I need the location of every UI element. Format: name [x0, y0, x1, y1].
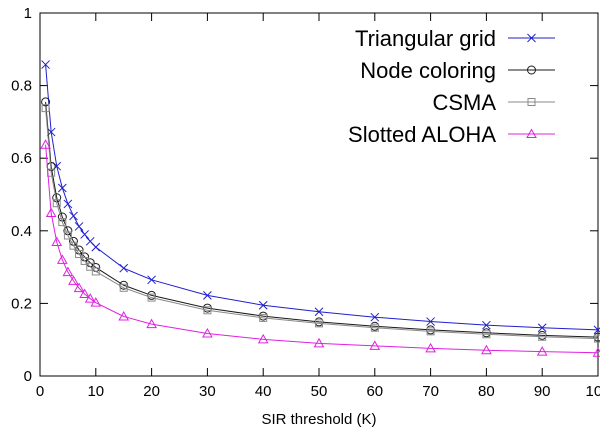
data-point-csma: [259, 313, 268, 322]
x-tick-label: 0: [36, 383, 44, 400]
data-point-slotted-aloha: [62, 266, 74, 277]
series-lines: [40, 60, 600, 357]
legend-entry-triangular-grid: Triangular grid: [355, 26, 555, 51]
data-point-triangular-grid: [41, 60, 50, 69]
legend: Triangular grid Node coloring CSMA Slotted …: [348, 26, 555, 147]
data-point-csma: [426, 327, 435, 336]
legend-label: Triangular grid: [355, 26, 496, 51]
data-point-triangular-grid: [69, 211, 78, 221]
data-point-node-coloring: [41, 97, 51, 107]
data-point-csma: [594, 334, 600, 343]
data-point-csma: [58, 218, 67, 227]
data-point-slotted-aloha: [79, 288, 90, 298]
x-tick-label: 70: [422, 383, 439, 400]
legend-label: CSMA: [432, 90, 496, 115]
legend-entry-node-coloring: Node coloring: [360, 58, 555, 83]
y-tick-label: 0: [24, 368, 32, 385]
data-point-slotted-aloha: [73, 282, 85, 293]
legend-marker: [527, 98, 536, 106]
data-point-slotted-aloha: [118, 310, 130, 321]
data-point-triangular-grid: [80, 230, 89, 239]
y-tick-label: 0.4: [11, 223, 32, 240]
data-point-csma: [86, 262, 95, 271]
data-point-slotted-aloha: [90, 297, 102, 307]
data-point-triangular-grid: [482, 320, 491, 330]
legend-marker: [527, 65, 536, 75]
data-point-slotted-aloha: [40, 139, 51, 149]
series-line-slotted-aloha: [45, 144, 599, 354]
data-point-slotted-aloha: [84, 293, 96, 303]
data-point-csma: [203, 306, 212, 315]
data-point-slotted-aloha: [45, 207, 57, 218]
data-point-csma: [370, 323, 379, 332]
data-point-csma: [119, 283, 128, 292]
x-tick-label: 60: [366, 383, 383, 400]
data-point-csma: [80, 256, 89, 265]
x-tick-label: 100: [585, 383, 600, 400]
data-point-csma: [52, 199, 61, 208]
y-tick-label: 0.8: [11, 78, 32, 95]
x-tick-label: 90: [534, 383, 551, 400]
y-tick-label: 0.6: [11, 150, 32, 167]
data-point-csma: [75, 250, 84, 259]
y-tick-label: 1: [24, 5, 32, 22]
data-point-triangular-grid: [537, 323, 547, 333]
x-tick-label: 50: [311, 383, 328, 400]
y-tick-label: 0.2: [11, 295, 32, 312]
data-point-slotted-aloha: [56, 254, 68, 264]
x-axis-label: SIR threshold (K): [261, 411, 376, 428]
data-point-slotted-aloha: [425, 342, 436, 353]
data-point-csma: [538, 332, 547, 341]
x-tick-label: 80: [478, 383, 495, 400]
data-point-csma: [63, 231, 72, 240]
data-point-csma: [147, 293, 156, 302]
data-point-slotted-aloha: [592, 347, 600, 357]
series-line-triangular-grid: [45, 64, 599, 331]
data-point-triangular-grid: [119, 263, 129, 273]
data-point-triangular-grid: [74, 222, 84, 231]
series-triangular-grid: [41, 60, 600, 335]
data-point-slotted-aloha: [68, 275, 79, 285]
data-point-csma: [41, 104, 50, 113]
legend-marker: [526, 128, 537, 138]
data-point-csma: [482, 330, 491, 339]
legend-entry-slotted-aloha: Slotted ALOHA: [348, 122, 555, 147]
data-point-triangular-grid: [203, 291, 212, 300]
x-tick-label: 10: [87, 383, 104, 400]
data-point-triangular-grid: [370, 312, 380, 322]
data-point-triangular-grid: [314, 307, 324, 317]
data-point-slotted-aloha: [146, 318, 157, 329]
data-point-triangular-grid: [426, 317, 435, 326]
x-tick-label: 30: [199, 383, 216, 400]
data-point-triangular-grid: [147, 275, 156, 285]
data-point-triangular-grid: [57, 183, 67, 193]
data-point-slotted-aloha: [51, 236, 63, 247]
legend-entry-csma: CSMA: [432, 90, 555, 115]
data-point-triangular-grid: [258, 300, 268, 310]
data-point-slotted-aloha: [536, 346, 548, 356]
data-point-csma: [69, 241, 78, 250]
data-point-csma: [91, 267, 100, 276]
data-point-slotted-aloha: [202, 328, 213, 338]
data-point-triangular-grid: [91, 242, 101, 252]
series-line-csma: [45, 108, 599, 340]
data-point-slotted-aloha: [257, 333, 269, 344]
data-point-csma: [315, 319, 323, 328]
series-slotted-aloha: [40, 139, 600, 357]
axes: 00.20.40.60.810102030405060708090100: [11, 5, 600, 400]
legend-marker: [527, 33, 536, 43]
data-point-slotted-aloha: [481, 344, 492, 355]
x-tick-label: 40: [255, 383, 272, 400]
data-point-triangular-grid: [593, 325, 600, 335]
series-csma: [41, 104, 600, 343]
legend-label: Slotted ALOHA: [348, 122, 496, 147]
legend-label: Node coloring: [360, 58, 496, 83]
data-point-slotted-aloha: [369, 340, 381, 350]
x-tick-label: 20: [143, 383, 160, 400]
series-line-node-coloring: [45, 101, 599, 338]
data-point-triangular-grid: [63, 199, 73, 209]
data-point-slotted-aloha: [313, 337, 325, 348]
